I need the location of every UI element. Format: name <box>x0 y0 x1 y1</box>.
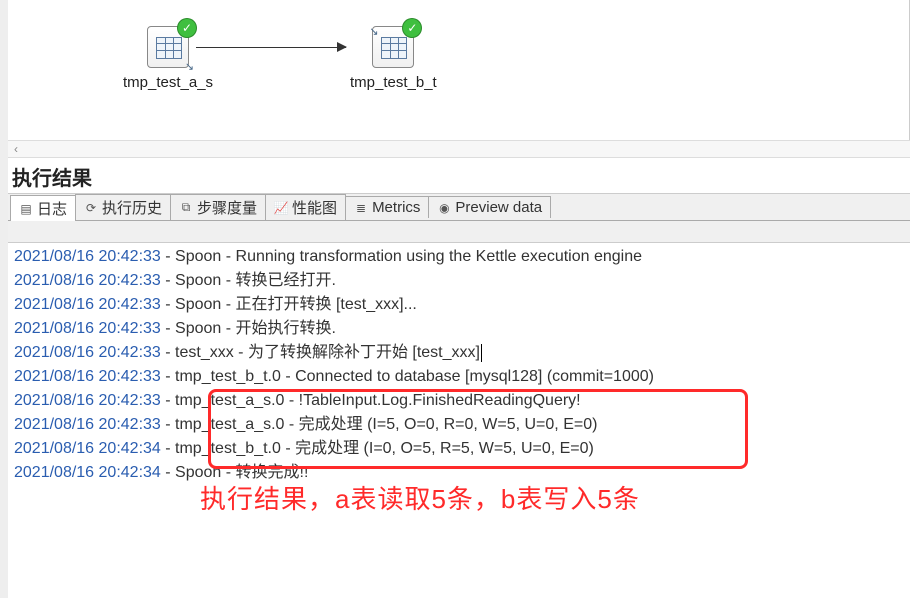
log-timestamp: 2021/08/16 20:42:33 <box>14 296 161 313</box>
tab-日志[interactable]: ▤ 日志 <box>10 195 76 221</box>
log-line: 2021/08/16 20:42:34 - tmp_test_b_t.0 - 完… <box>14 437 904 461</box>
results-tabs: ▤ 日志 ⟳ 执行历史 ⧉ 步骤度量 📈 性能图 ≣ Metrics ◉ Preview data <box>8 194 910 221</box>
step-a[interactable]: ↘ ✓ tmp_test_a_s <box>123 26 213 91</box>
log-text: - Spoon - 正在打开转换 [test_xxx]... <box>161 296 417 313</box>
text-cursor <box>481 344 482 362</box>
log-line: 2021/08/16 20:42:34 - Spoon - 转换完成!! <box>14 461 904 485</box>
log-line: 2021/08/16 20:42:33 - Spoon - 开始执行转换. <box>14 317 904 341</box>
log-text: - Spoon - 转换完成!! <box>161 464 309 481</box>
annotation-text: 执行结果，a表读取5条，b表写入5条 <box>200 487 640 511</box>
log-line: 2021/08/16 20:42:33 - tmp_test_a_s.0 - 完… <box>14 413 904 437</box>
log-timestamp: 2021/08/16 20:42:33 <box>14 344 161 361</box>
success-badge-icon: ✓ <box>178 19 196 37</box>
chevron-left-icon: ‹ <box>14 142 18 156</box>
hop-arrow[interactable] <box>196 47 346 48</box>
scroll-left-hint[interactable]: ‹ <box>8 140 910 158</box>
log-text: - tmp_test_b_t.0 - 完成处理 (I=0, O=5, R=5, … <box>161 440 594 457</box>
log-timestamp: 2021/08/16 20:42:33 <box>14 416 161 433</box>
table-input-icon: ↘ ✓ <box>147 26 189 68</box>
tab-preview-data[interactable]: ◉ Preview data <box>428 196 551 218</box>
tab-执行历史[interactable]: ⟳ 执行历史 <box>75 194 171 220</box>
out-arrow-icon: ↘ <box>185 60 194 73</box>
log-timestamp: 2021/08/16 20:42:33 <box>14 368 161 385</box>
metrics-icon: ⧉ <box>179 201 193 215</box>
log-line: 2021/08/16 20:42:33 - tmp_test_a_s.0 - !… <box>14 389 904 413</box>
transformation-canvas[interactable]: ↘ ✓ tmp_test_a_s ↘ ✓ tmp_test_b_t <box>8 0 910 140</box>
log-text: - tmp_test_a_s.0 - 完成处理 (I=5, O=0, R=0, … <box>161 416 598 433</box>
log-line: 2021/08/16 20:42:33 - Spoon - 正在打开转换 [te… <box>14 293 904 317</box>
log-text: - tmp_test_a_s.0 - !TableInput.Log.Finis… <box>161 392 581 409</box>
log-line: 2021/08/16 20:42:33 - Spoon - Running tr… <box>14 245 904 269</box>
perf-icon: 📈 <box>274 201 288 215</box>
log-toolbar <box>8 221 910 243</box>
results-panel-title: 执行结果 <box>8 158 910 193</box>
tab-步骤度量[interactable]: ⧉ 步骤度量 <box>170 194 266 220</box>
log-output[interactable]: 2021/08/16 20:42:33 - Spoon - Running tr… <box>8 243 910 598</box>
tab-label: 执行历史 <box>102 197 162 218</box>
preview-icon: ◉ <box>437 201 451 215</box>
log-line: 2021/08/16 20:42:33 - Spoon - 转换已经打开. <box>14 269 904 293</box>
log-timestamp: 2021/08/16 20:42:33 <box>14 272 161 289</box>
tab-label: 日志 <box>37 198 67 219</box>
log-timestamp: 2021/08/16 20:42:34 <box>14 440 161 457</box>
tab-metrics[interactable]: ≣ Metrics <box>345 196 429 218</box>
tab-label: Preview data <box>455 199 542 216</box>
log-timestamp: 2021/08/16 20:42:34 <box>14 464 161 481</box>
table-output-icon: ↘ ✓ <box>372 26 414 68</box>
log-timestamp: 2021/08/16 20:42:33 <box>14 392 161 409</box>
tab-性能图[interactable]: 📈 性能图 <box>265 194 346 220</box>
tab-label: 步骤度量 <box>197 197 257 218</box>
log-text: - tmp_test_b_t.0 - Connected to database… <box>161 368 654 385</box>
tab-label: Metrics <box>372 199 420 216</box>
log-line: 2021/08/16 20:42:33 - test_xxx - 为了转换解除补… <box>14 341 904 365</box>
step-b[interactable]: ↘ ✓ tmp_test_b_t <box>350 26 437 91</box>
log-icon: ▤ <box>19 202 33 216</box>
log-timestamp: 2021/08/16 20:42:33 <box>14 248 161 265</box>
log-text: - Spoon - 转换已经打开. <box>161 272 336 289</box>
tab-label: 性能图 <box>292 197 337 218</box>
metrics2-icon: ≣ <box>354 201 368 215</box>
log-text: - Spoon - 开始执行转换. <box>161 320 336 337</box>
success-badge-icon: ✓ <box>403 19 421 37</box>
step-b-label: tmp_test_b_t <box>350 74 437 91</box>
step-a-label: tmp_test_a_s <box>123 74 213 91</box>
log-timestamp: 2021/08/16 20:42:33 <box>14 320 161 337</box>
log-text: - test_xxx - 为了转换解除补丁开始 [test_xxx] <box>161 344 480 361</box>
in-arrow-icon: ↘ <box>369 25 378 38</box>
history-icon: ⟳ <box>84 201 98 215</box>
log-text: - Spoon - Running transformation using t… <box>161 248 642 265</box>
log-line: 2021/08/16 20:42:33 - tmp_test_b_t.0 - C… <box>14 365 904 389</box>
